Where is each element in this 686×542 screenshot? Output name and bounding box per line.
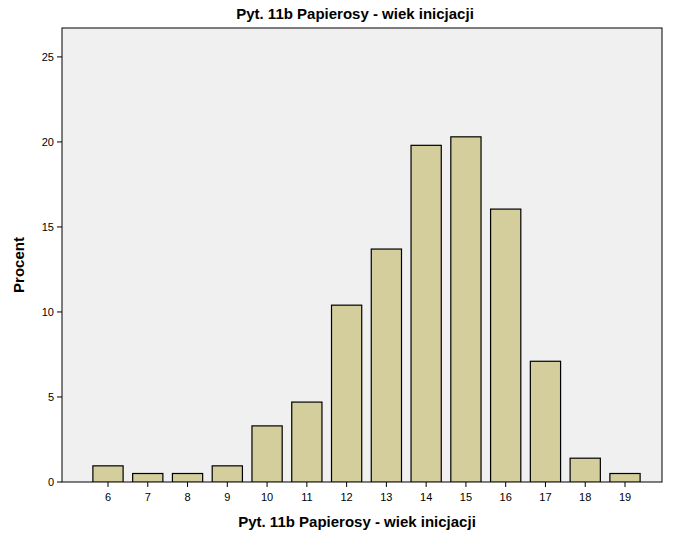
- x-tick-label: 8: [184, 491, 190, 503]
- bar: [411, 145, 441, 482]
- bar: [451, 137, 481, 482]
- bar: [610, 473, 640, 482]
- x-tick-label: 18: [579, 491, 591, 503]
- title: Pyt. 11b Papierosy - wiek inicjacji: [236, 5, 474, 22]
- y-tick-label: 20: [42, 136, 54, 148]
- x-tick: [625, 482, 626, 487]
- y-tick: [57, 311, 62, 312]
- bar: [212, 466, 242, 482]
- x-axis-label: Pyt. 11b Papierosy - wiek inicjacji: [238, 513, 476, 530]
- x-tick: [108, 482, 109, 487]
- y-tick-label: 15: [42, 221, 54, 233]
- x-tick: [267, 482, 268, 487]
- y-axis-label: Procent: [10, 237, 27, 293]
- x-tick-label: 12: [340, 491, 352, 503]
- x-tick-label: 17: [539, 491, 551, 503]
- x-tick-label: 13: [380, 491, 392, 503]
- x-tick: [147, 482, 148, 487]
- y-tick: [57, 141, 62, 142]
- x-tick-label: 10: [261, 491, 273, 503]
- bars: [93, 137, 640, 482]
- bar: [570, 458, 600, 482]
- bar: [530, 361, 560, 482]
- x-tick-label: 11: [301, 491, 312, 503]
- chart: 0 5 10 15 20 25 6 7 8 9 10 11 12 13 14 15 16 17 18 19 Pyt. 1…: [0, 0, 686, 542]
- bar: [133, 473, 163, 482]
- x-tick: [187, 482, 188, 487]
- x-tick: [306, 482, 307, 487]
- y-tick-label: 10: [42, 306, 54, 318]
- y-tick-label: 25: [42, 51, 54, 63]
- x-tick-label: 7: [145, 491, 151, 503]
- x-tick-label: 16: [500, 491, 512, 503]
- x-tick: [426, 482, 427, 487]
- x-tick: [545, 482, 546, 487]
- bar: [491, 209, 521, 482]
- bar: [172, 473, 202, 482]
- x-tick-label: 19: [619, 491, 631, 503]
- x-tick-label: 14: [420, 491, 432, 503]
- y-tick: [57, 56, 62, 57]
- bar: [332, 305, 362, 482]
- bar: [93, 466, 123, 482]
- x-tick-label: 6: [105, 491, 111, 503]
- x-tick: [465, 482, 466, 487]
- bar: [252, 426, 282, 482]
- x-tick: [505, 482, 506, 487]
- x-tick-label: 15: [460, 491, 472, 503]
- bar: [292, 402, 322, 482]
- x-tick-label: 9: [224, 491, 230, 503]
- y-tick: [57, 226, 62, 227]
- plot-area: [62, 28, 662, 482]
- y-tick-label: 0: [48, 476, 54, 488]
- x-tick: [227, 482, 228, 487]
- x-tick: [386, 482, 387, 487]
- bar: [371, 249, 401, 482]
- x-tick: [585, 482, 586, 487]
- y-tick: [57, 396, 62, 397]
- y-tick-label: 5: [48, 391, 54, 403]
- y-tick: [57, 482, 62, 483]
- x-tick: [346, 482, 347, 487]
